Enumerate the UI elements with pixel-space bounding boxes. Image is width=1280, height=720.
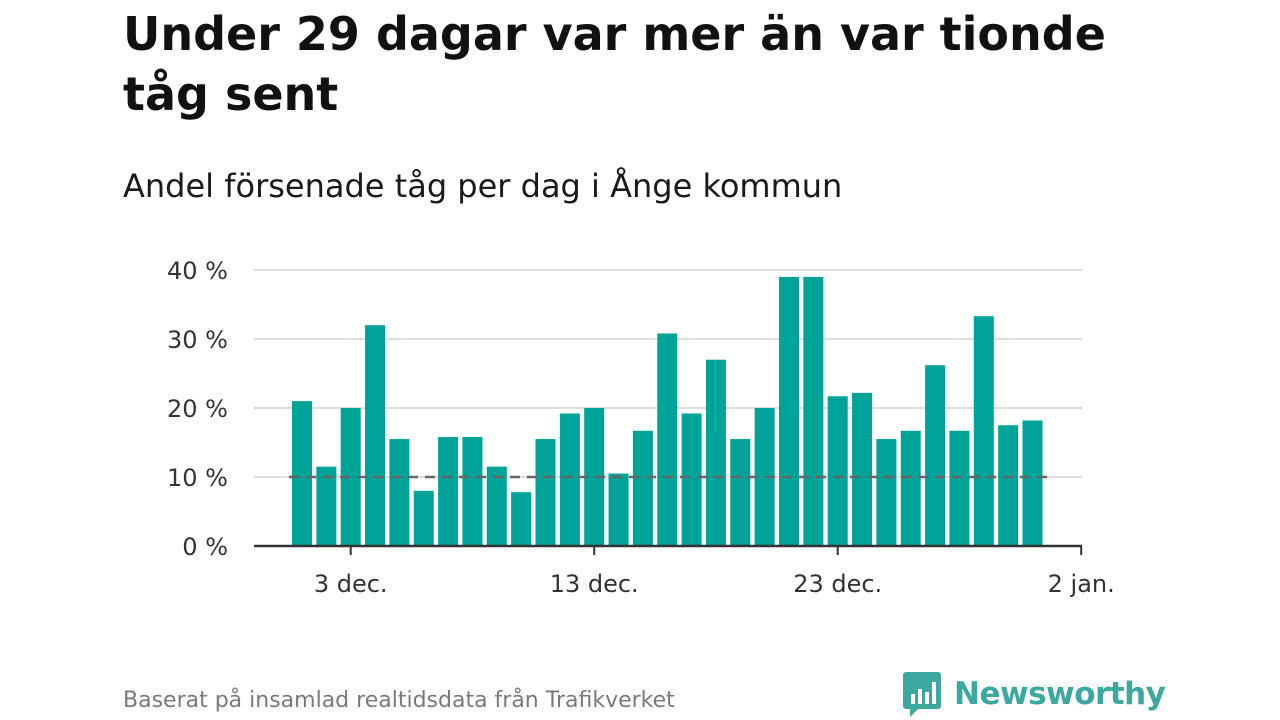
y-tick-label: 10 % <box>167 464 228 492</box>
y-tick-label: 40 % <box>167 257 228 285</box>
bar <box>803 276 824 546</box>
bar <box>632 430 653 546</box>
bar <box>876 439 897 546</box>
bar <box>413 490 434 546</box>
bar <box>438 436 459 546</box>
bar <box>754 408 775 546</box>
y-tick-label: 30 % <box>167 326 228 354</box>
bar <box>462 436 483 546</box>
x-tick-label: 13 dec. <box>550 570 639 598</box>
bar <box>779 276 799 546</box>
bar <box>657 333 678 546</box>
bar <box>316 466 337 546</box>
bar <box>949 430 970 546</box>
y-tick-label: 0 % <box>182 533 228 561</box>
bar <box>900 430 921 546</box>
brand-name: Newsworthy <box>954 676 1166 712</box>
bar <box>827 396 848 546</box>
newsworthy-logo-icon <box>903 672 941 717</box>
bar <box>486 466 507 546</box>
bar <box>730 439 751 546</box>
bar <box>705 359 726 546</box>
bar <box>365 325 386 546</box>
bar <box>998 425 1019 546</box>
x-tick-label: 2 jan. <box>1048 570 1115 598</box>
bar <box>608 473 629 546</box>
bar <box>389 439 410 546</box>
source-note: Baserat på insamlad realtidsdata från Tr… <box>123 688 675 713</box>
x-tick-label: 3 dec. <box>314 570 388 598</box>
bar <box>559 413 580 546</box>
bar <box>511 492 532 546</box>
bar <box>973 316 994 546</box>
bar <box>340 408 361 546</box>
bar <box>852 392 873 546</box>
y-tick-label: 20 % <box>167 395 228 423</box>
chart-subtitle: Andel försenade tåg per dag i Ånge kommu… <box>123 167 843 205</box>
brand-logo[interactable]: Newsworthy <box>902 670 1166 718</box>
bar <box>292 401 312 546</box>
x-tick-label: 23 dec. <box>793 570 882 598</box>
chart-title: Under 29 dagar var mer än var tionde tåg… <box>123 7 1106 121</box>
bar <box>681 413 702 546</box>
bar <box>535 439 556 546</box>
bar <box>925 365 946 546</box>
bar <box>584 408 605 546</box>
bar <box>1022 420 1043 546</box>
